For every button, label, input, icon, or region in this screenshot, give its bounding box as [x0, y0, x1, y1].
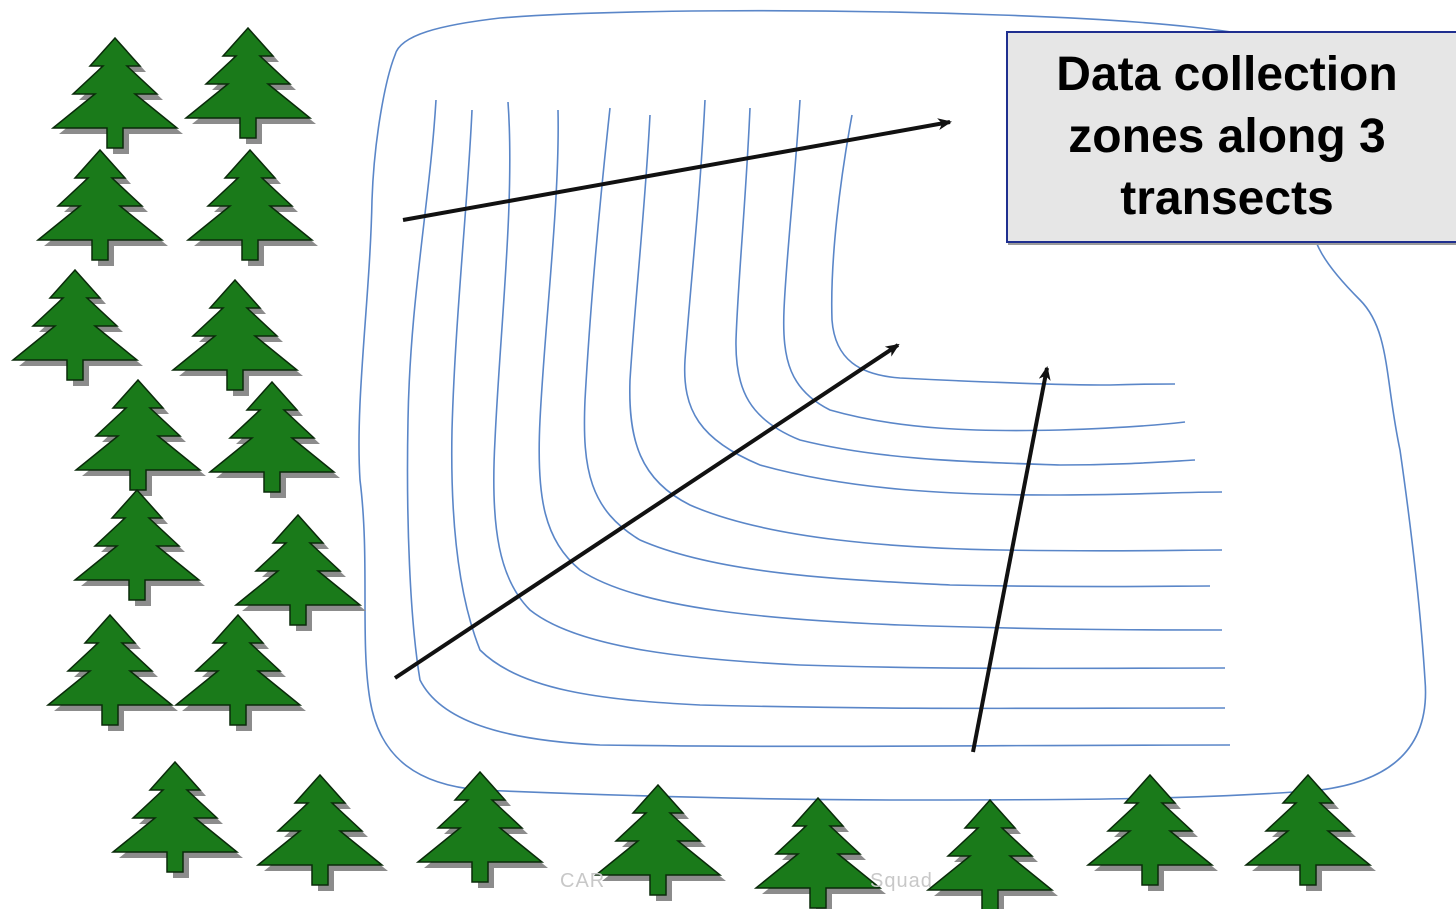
watermark-left: CAR [560, 870, 606, 892]
pond-outline [358, 9, 1427, 801]
diagram-title: Data collection zones along 3 transects [1056, 48, 1398, 225]
transect-arrow-1 [402, 118, 952, 222]
title-box: Data collection zones along 3 transects [1006, 31, 1456, 243]
contour-lines-vertical [406, 99, 1231, 748]
forest-bottom [112, 761, 1376, 909]
transect-arrow-2 [393, 343, 900, 680]
transect-arrows [393, 118, 1051, 753]
forest-left [12, 27, 366, 731]
transect-arrow-3 [971, 366, 1051, 753]
watermark-right: Squad [870, 870, 933, 892]
